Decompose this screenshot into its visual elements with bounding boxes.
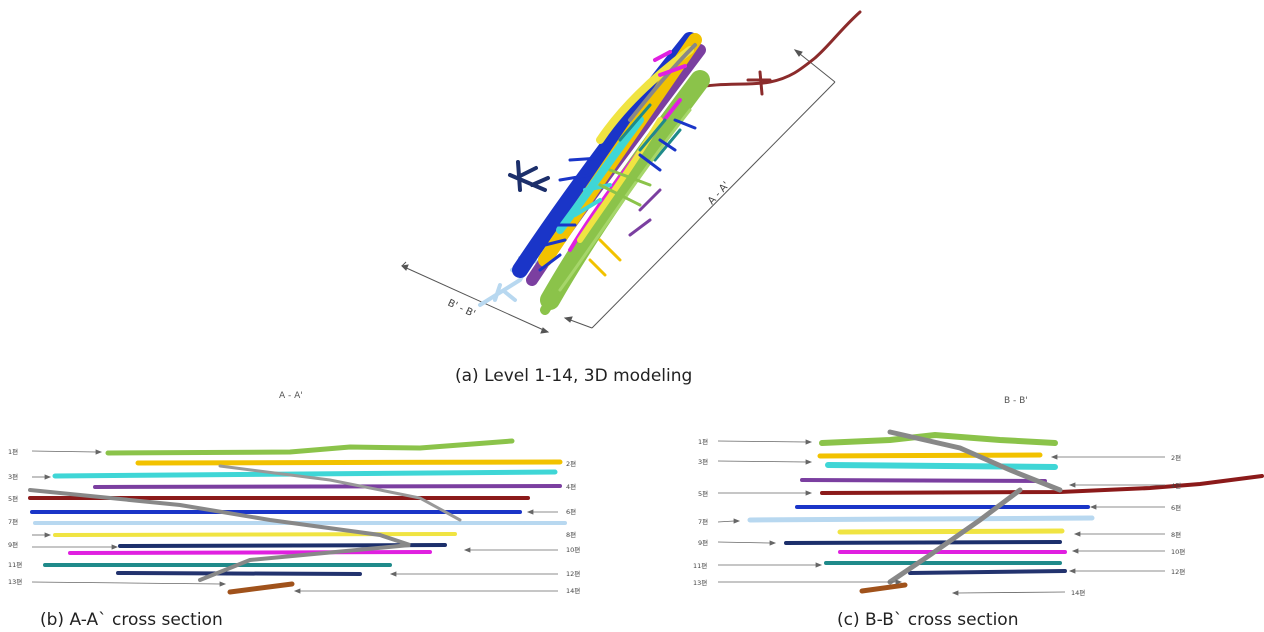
caption-aa-cross-section: (b) A-A` cross section <box>40 610 223 630</box>
aa-label-left-3: 5편 <box>8 494 18 503</box>
aa-label-right-3: 6편 <box>566 507 576 516</box>
section-title-aa: A - A' <box>279 391 303 401</box>
bb-label-right-4: 8편 <box>1171 530 1181 539</box>
aa-level-arrows <box>31 449 558 594</box>
bb-label-right-2: 4편 <box>1171 481 1181 490</box>
bb-label-left-7: 13편 <box>693 578 707 587</box>
bb-label-left-3: 5편 <box>698 489 708 498</box>
dimension-bb <box>400 261 550 334</box>
dimension-label-bb: B' - B' <box>446 298 477 320</box>
bb-label-left-6: 11편 <box>693 561 707 570</box>
caption-3d-modeling: (a) Level 1-14, 3D modeling <box>455 366 693 386</box>
bb-label-right-5: 10편 <box>1171 547 1185 556</box>
aa-label-left-7: 13편 <box>8 577 22 586</box>
aa-label-right-2: 4편 <box>566 482 576 491</box>
cross-section-bb: 1편 3편 5편 7편 9편 11편 13편 2편 4편 6편 8편 10편 1… <box>693 429 1264 597</box>
bb-level-labels: 1편 3편 5편 7편 9편 11편 13편 2편 4편 6편 8편 10편 1… <box>693 437 1185 597</box>
bb-label-left-5: 9편 <box>698 538 708 547</box>
model-3d: A - A' B' - B' <box>400 10 862 334</box>
bb-label-left-4: 7편 <box>698 517 708 526</box>
bb-label-right-1: 2편 <box>1171 453 1181 462</box>
aa-label-right-4: 8편 <box>566 530 576 539</box>
bb-label-left-1: 1편 <box>698 437 708 446</box>
aa-label-left-4: 7편 <box>8 517 18 526</box>
aa-label-left-1: 1편 <box>8 447 18 456</box>
bb-label-right-7: 14편 <box>1071 588 1085 597</box>
bb-label-right-6: 12편 <box>1171 567 1185 576</box>
aa-label-left-6: 11편 <box>8 560 22 569</box>
aa-level-bars <box>28 438 567 595</box>
bb-level-arrows <box>717 439 1165 596</box>
section-title-bb: B - B' <box>1004 396 1028 406</box>
aa-label-left-5: 9편 <box>8 540 18 549</box>
aa-level-labels: 1편 3편 5편 7편 9편 11편 13편 2편 4편 6편 8편 10편 1… <box>8 447 580 595</box>
caption-bb-cross-section: (c) B-B` cross section <box>837 610 1019 630</box>
tunnel-network <box>478 10 862 315</box>
bb-label-right-3: 6편 <box>1171 503 1181 512</box>
dimension-label-aa: A - A' <box>706 180 732 207</box>
aa-label-right-7: 14편 <box>566 586 580 595</box>
aa-label-right-1: 2편 <box>566 459 576 468</box>
aa-label-left-2: 3편 <box>8 472 18 481</box>
aa-label-right-5: 10편 <box>566 545 580 554</box>
bb-label-left-2: 3편 <box>698 457 708 466</box>
aa-label-right-6: 12편 <box>566 569 580 578</box>
cross-section-aa: 1편 3편 5편 7편 9편 11편 13편 2편 4편 6편 8편 10편 1… <box>8 438 580 595</box>
dimension-aa <box>563 49 836 329</box>
bb-level-bars <box>747 429 1264 594</box>
